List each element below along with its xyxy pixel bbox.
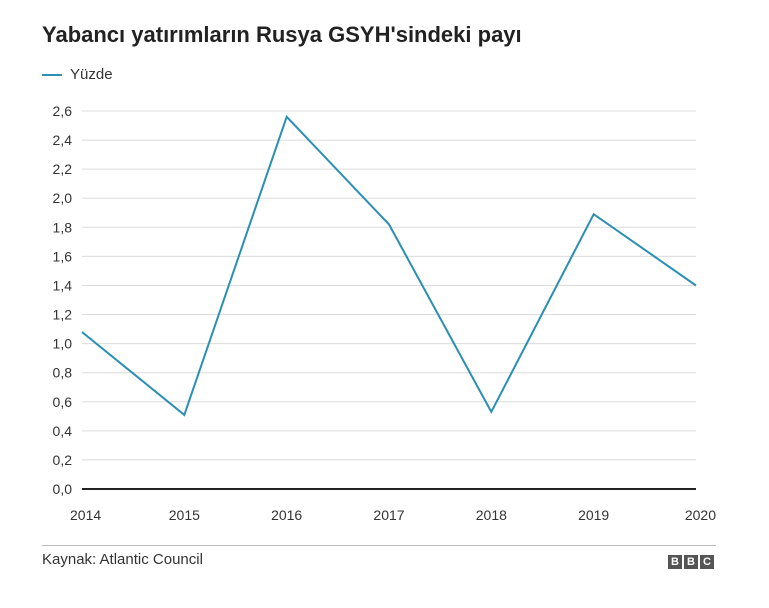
y-tick-label: 1,8: [53, 219, 73, 235]
x-axis-ticks: 2014 2015 2016 2017 2018 2019 2020: [70, 507, 716, 523]
x-tick-label: 2020: [685, 507, 716, 523]
series-group: [81, 114, 697, 417]
x-tick-label: 2016: [271, 507, 302, 523]
y-tick-label: 2,0: [53, 190, 73, 206]
chart-title: Yabancı yatırımların Rusya GSYH'sindeki …: [42, 22, 522, 47]
source-note: Kaynak: Atlantic Council: [42, 551, 203, 568]
legend-swatch: [42, 73, 62, 76]
y-tick-label: 0,0: [53, 481, 73, 497]
y-tick-label: 2,6: [53, 103, 73, 119]
legend: Yüzde: [42, 66, 113, 83]
bbc-logo-letter: C: [700, 555, 714, 569]
x-tick-label: 2015: [169, 507, 200, 523]
x-tick-label: 2017: [373, 507, 404, 523]
y-tick-label: 2,4: [53, 132, 73, 148]
bbc-logo-letter: B: [684, 555, 698, 569]
y-tick-label: 1,4: [53, 277, 73, 293]
y-tick-label: 2,2: [53, 161, 73, 177]
y-tick-label: 0,8: [53, 365, 73, 381]
y-tick-label: 1,6: [53, 248, 73, 264]
gridlines: [82, 110, 696, 461]
x-tick-label: 2018: [476, 507, 507, 523]
y-tick-label: 1,0: [53, 336, 73, 352]
bbc-logo-letter: B: [668, 555, 682, 569]
x-tick-label: 2014: [70, 507, 101, 523]
y-axis-ticks: 0,0 0,2 0,4 0,6 0,8 1,0 1,2 1,4 1,6 1,8 2,0 2,2 2,4 2…: [53, 103, 73, 497]
y-tick-label: 0,2: [53, 452, 73, 468]
y-tick-label: 0,6: [53, 394, 73, 410]
legend-label: Yüzde: [70, 66, 113, 83]
footer-divider: [42, 545, 716, 546]
y-tick-label: 1,2: [53, 307, 73, 323]
bbc-logo: B B C: [668, 555, 714, 569]
x-tick-label: 2019: [578, 507, 609, 523]
series-line-yuzde: [81, 114, 697, 417]
y-tick-label: 0,4: [53, 423, 73, 439]
